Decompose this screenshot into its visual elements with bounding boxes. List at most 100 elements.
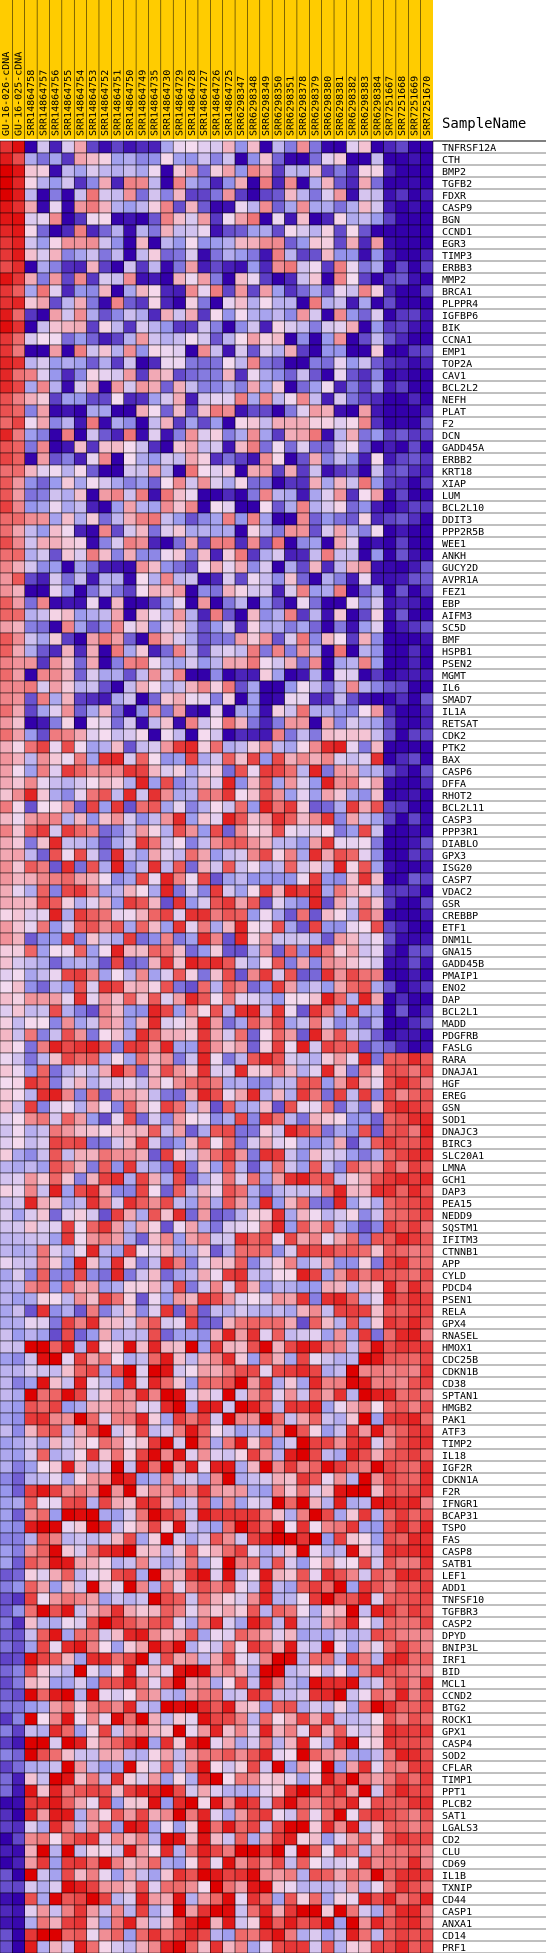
heatmap-cell xyxy=(172,848,186,862)
heatmap-cell xyxy=(172,956,186,970)
column-label: SRR6298349 xyxy=(261,76,272,136)
heatmap-cell xyxy=(284,1604,298,1618)
heatmap-cell xyxy=(321,1208,335,1222)
heatmap-cell xyxy=(210,620,223,634)
heatmap-cell xyxy=(86,1232,100,1246)
heatmap-cell xyxy=(370,968,384,982)
heatmap-cell xyxy=(210,1580,223,1594)
heatmap-cell xyxy=(271,1772,285,1786)
heatmap-cell xyxy=(98,500,112,514)
heatmap-cell xyxy=(197,800,211,814)
heatmap-cell xyxy=(111,236,124,250)
heatmap-cell xyxy=(123,1532,137,1546)
heatmap-cell xyxy=(284,800,298,814)
heatmap-cell xyxy=(185,1460,199,1474)
heatmap-cell xyxy=(86,920,100,934)
heatmap-cell xyxy=(86,428,100,442)
heatmap-cell xyxy=(185,260,199,274)
heatmap-cell xyxy=(61,164,75,178)
heatmap-cell xyxy=(234,224,248,238)
heatmap-cell xyxy=(408,512,421,526)
heatmap-cell xyxy=(284,1292,298,1306)
heatmap-cell xyxy=(358,1064,372,1078)
heatmap-cell xyxy=(197,968,211,982)
heatmap-cell xyxy=(98,428,112,442)
heatmap-cell xyxy=(234,956,248,970)
heatmap-cell xyxy=(333,1676,347,1690)
heatmap-cell xyxy=(185,872,199,886)
heatmap-cell xyxy=(420,260,434,274)
heatmap-cell xyxy=(24,956,38,970)
heatmap-cell xyxy=(24,1316,38,1330)
heatmap-cell xyxy=(284,704,298,718)
heatmap-cell xyxy=(36,776,50,790)
heatmap-cell xyxy=(420,944,434,958)
heatmap-cell xyxy=(24,1100,38,1114)
heatmap-cell xyxy=(61,1124,75,1138)
heatmap-cell xyxy=(49,1424,63,1438)
heatmap-cell xyxy=(185,212,199,226)
heatmap-cell xyxy=(321,404,335,418)
heatmap-cell xyxy=(111,620,124,634)
heatmap-cell xyxy=(185,1736,199,1750)
heatmap-cell xyxy=(271,548,285,562)
heatmap-cell xyxy=(383,644,397,658)
heatmap-cell xyxy=(12,200,25,214)
heatmap-cell xyxy=(24,1388,38,1402)
heatmap-cell xyxy=(111,1508,124,1522)
heatmap-cell xyxy=(86,1748,100,1762)
heatmap-cell xyxy=(346,1796,360,1810)
heatmap-cell xyxy=(86,1760,100,1774)
heatmap-cell xyxy=(395,272,409,286)
heatmap-cell xyxy=(234,1016,248,1030)
heatmap-cell xyxy=(383,776,397,790)
heatmap-cell xyxy=(49,164,63,178)
heatmap-cell xyxy=(234,608,248,622)
heatmap-cell xyxy=(296,140,310,154)
heatmap-cell xyxy=(185,1244,199,1258)
heatmap-cell xyxy=(0,1616,13,1630)
heatmap-cell xyxy=(395,1604,409,1618)
heatmap-cell xyxy=(370,1484,384,1498)
heatmap-cell xyxy=(0,1724,13,1738)
heatmap-cell xyxy=(12,992,25,1006)
heatmap-cell xyxy=(197,1304,211,1318)
heatmap-cell xyxy=(172,668,186,682)
heatmap-cell xyxy=(259,284,273,298)
heatmap-cell xyxy=(271,788,285,802)
heatmap-cell xyxy=(346,1088,360,1102)
heatmap-cell xyxy=(247,1004,261,1018)
heatmap-cell xyxy=(123,1328,137,1342)
heatmap-cell xyxy=(408,212,421,226)
heatmap-cell xyxy=(358,1364,372,1378)
heatmap-cell xyxy=(309,800,322,814)
heatmap-cell xyxy=(98,968,112,982)
heatmap-cell xyxy=(296,764,310,778)
heatmap-cell xyxy=(284,1016,298,1030)
heatmap-cell xyxy=(370,1556,384,1570)
heatmap-cell xyxy=(247,740,261,754)
heatmap-cell xyxy=(24,1364,38,1378)
heatmap-cell xyxy=(284,860,298,874)
heatmap-cell xyxy=(135,1220,149,1234)
heatmap-cell xyxy=(333,1268,347,1282)
heatmap-cell xyxy=(172,1436,186,1450)
heatmap-cell xyxy=(420,1172,434,1186)
heatmap-cell xyxy=(408,656,421,670)
heatmap-cell xyxy=(73,140,87,154)
heatmap-cell xyxy=(0,1292,13,1306)
heatmap-cell xyxy=(73,1172,87,1186)
heatmap-cell xyxy=(185,296,199,310)
heatmap-cell xyxy=(210,1064,223,1078)
heatmap-cell xyxy=(123,1640,137,1654)
heatmap-cell xyxy=(333,800,347,814)
heatmap-cell xyxy=(98,1244,112,1258)
heatmap-cell xyxy=(111,872,124,886)
heatmap-cell xyxy=(296,1664,310,1678)
heatmap-cell xyxy=(358,1256,372,1270)
heatmap-cell xyxy=(284,1448,298,1462)
heatmap-cell xyxy=(185,1268,199,1282)
heatmap-cell xyxy=(234,668,248,682)
heatmap-cell xyxy=(61,1616,75,1630)
heatmap-cell xyxy=(36,860,50,874)
